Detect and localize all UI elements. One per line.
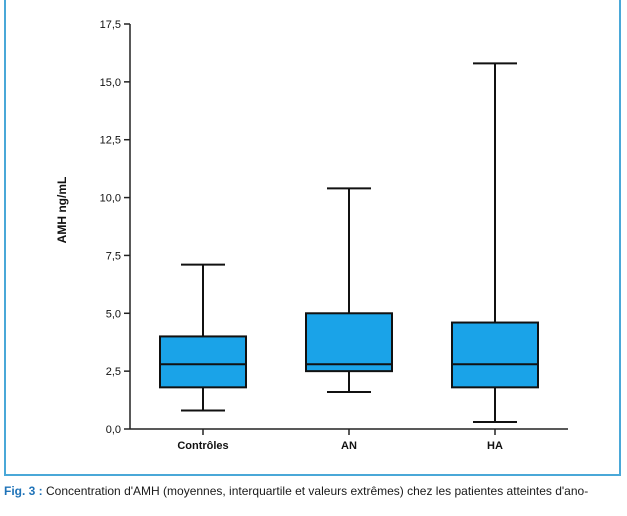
iqr-box <box>451 321 539 389</box>
caption-text: Concentration d'AMH (moyennes, interquar… <box>46 484 589 498</box>
iqr-box <box>305 312 393 373</box>
y-tick-label: 5,0 <box>106 308 121 320</box>
x-tick-label: AN <box>341 440 357 452</box>
boxes <box>159 62 539 424</box>
y-tick-label: 15,0 <box>100 77 121 89</box>
y-tick-label: 2,5 <box>106 366 121 378</box>
x-axis: Contrôles AN HA <box>130 428 568 452</box>
iqr-box <box>159 335 247 389</box>
box-3 <box>451 62 539 424</box>
caption-label: Fig. 3 : <box>4 484 43 498</box>
box-plot-chart: 0,0 2,5 5,0 7,5 10,0 12,5 15,0 17,5 Contrôles AN… <box>55 19 568 452</box>
box-1 <box>159 263 247 412</box>
x-tick-label: Contrôles <box>177 440 228 452</box>
box-2 <box>305 187 393 393</box>
y-tick-label: 17,5 <box>100 19 121 31</box>
y-tick-label: 12,5 <box>100 135 121 147</box>
x-tick-label: HA <box>487 440 503 452</box>
y-tick-label: 10,0 <box>100 193 121 205</box>
y-tick-label: 0,0 <box>106 424 121 436</box>
y-axis-label: AMH ng/mL <box>55 177 69 244</box>
y-tick-label: 7,5 <box>106 250 121 262</box>
figure-caption: Fig. 3 : Concentration d'AMH (moyennes, … <box>4 484 623 498</box>
figure-frame <box>4 0 621 476</box>
y-axis: 0,0 2,5 5,0 7,5 10,0 12,5 15,0 17,5 <box>100 19 131 436</box>
